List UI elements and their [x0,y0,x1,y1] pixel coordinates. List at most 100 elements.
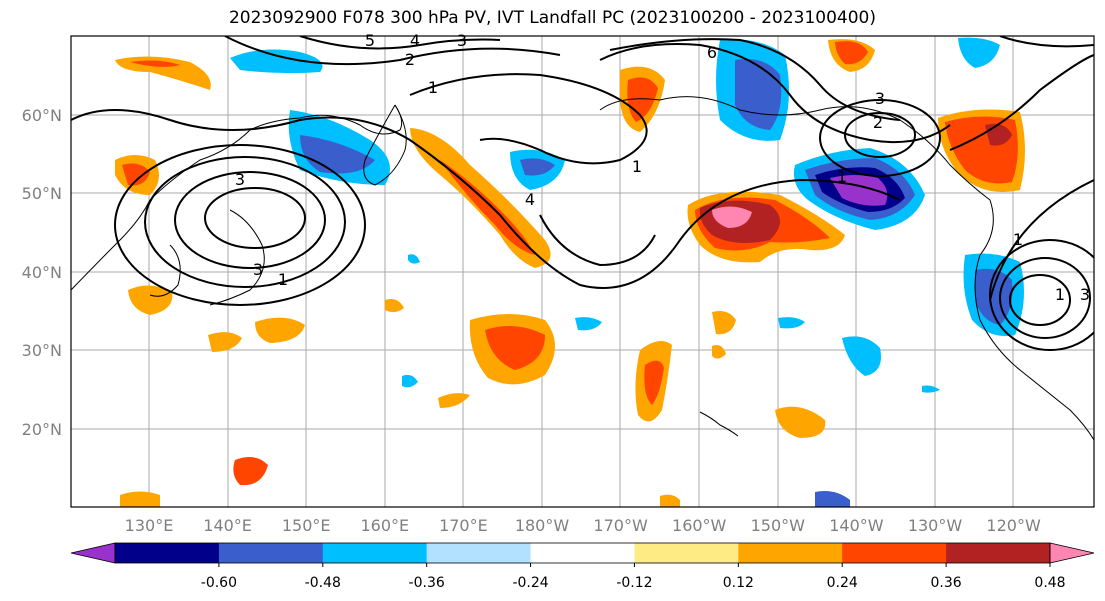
contour-label: 2 [873,113,883,132]
contour-line [539,214,656,267]
latitude-label: 30°N [22,341,62,360]
contour-line [599,43,951,144]
pv-positive-region [115,56,211,90]
pv-positive-region [644,360,664,405]
contour-label: 1 [837,167,847,186]
colorbar-bin [946,543,1051,563]
longitude-label: 140°E [203,516,252,535]
colorbar-bin [218,543,324,563]
latitude-label: 20°N [22,420,62,439]
contour-line [71,109,901,289]
colorbar-tick-label: -0.60 [201,575,237,591]
colorbar [70,542,1095,564]
pv-positive-region [120,491,160,507]
colorbar-tick-label: 0.12 [723,575,754,591]
colorbar-bin [426,543,532,563]
pv-positive-region [440,160,535,255]
colorbar-tick-label: -0.36 [409,575,445,591]
contour-line [989,239,1094,351]
latitude-label: 60°N [22,106,62,125]
longitude-label: 150°E [282,516,331,535]
contour-line [144,156,346,288]
contour-label: 3 [235,170,245,189]
contour-line [999,257,1091,339]
ivt-contours [71,36,1094,351]
latitude-labels: 60°N 50°N 40°N 30°N 20°N [22,106,62,439]
pv-positive-region [712,206,752,228]
pv-negative-region [922,385,940,393]
pv-negative-region [815,491,850,507]
contour-label: 1 [632,157,642,176]
pv-positive-region [255,317,305,343]
longitude-label: 130°W [908,516,963,535]
contour-label: 4 [525,190,535,209]
contour-line [844,112,916,158]
pv-negative-region [842,336,881,376]
pv-positive-region [438,393,470,408]
gridlines [71,36,1094,507]
longitude-label: 170°E [439,516,488,535]
pv-positive-region [128,285,173,315]
pv-negative-region [575,317,602,331]
contour-label: 1 [1055,285,1065,304]
contour-label: 1 [278,270,288,289]
contour-label: 3 [253,260,263,279]
contour-label: 1 [1013,230,1023,249]
contour-line [204,187,306,249]
pv-positive-region [835,41,868,65]
map-frame [70,35,1095,508]
coastline-korea [149,244,181,297]
colorbar-extend-high [1049,542,1095,564]
contour-line [299,36,501,50]
contour-line [1009,274,1071,326]
coastline-asia [71,104,403,291]
contour-label: 2 [405,50,415,69]
pv-negative-region [520,158,555,176]
contour-line [409,73,648,165]
pv-positive-region [775,406,826,438]
latitude-label: 40°N [22,263,62,282]
contour-label: 3 [457,31,467,50]
longitude-label: 150°W [751,516,806,535]
colorbar-tick-label: -0.48 [305,575,341,591]
colorbar-bin [322,543,428,563]
contour-label: 1 [428,78,438,97]
pv-positive-region [122,163,150,186]
colorbar-tick-label: -0.12 [616,575,652,591]
pv-positive-region [130,60,180,67]
longitude-label: 130°E [125,516,174,535]
contour-line [114,144,366,306]
colorbar-tick-label: -0.24 [512,575,548,591]
colorbar-extend-low [70,542,116,564]
pv-negative-region [408,254,420,264]
pv-negative-region [402,374,418,388]
colorbar-tick-label: 0.24 [827,575,858,591]
pv-negative-region [778,317,805,329]
pv-positive-region [712,345,726,359]
longitude-label: 140°W [829,516,884,535]
coastlines [71,96,1094,441]
pv-negative-region [735,59,782,130]
longitude-label: 170°W [593,516,648,535]
longitude-labels: 130°E 140°E 150°E 160°E 170°E 180°W 170°W 160°W… [125,516,1041,535]
contour-line [949,54,1094,151]
colorbar-tick-label: 0.36 [931,575,962,591]
contour-label: 4 [410,31,420,50]
coastline-hawaii [699,411,739,437]
colorbar-bin [115,543,220,563]
map-title: 2023092900 F078 300 hPa PV, IVT Landfall… [228,8,876,28]
pv-negative-region [230,49,323,74]
longitude-label: 180°W [515,516,570,535]
contour-line [999,36,1094,48]
longitude-label: 160°W [672,516,727,535]
coastline-north-america [974,199,1094,441]
colorbar-bin [634,543,739,563]
contour-line [224,36,561,66]
colorbar-bin [738,543,843,563]
contour-line [819,99,941,177]
pv-positive-region [385,299,404,313]
colorbar-ticks: -0.60 -0.48 -0.36 -0.24 -0.12 0.12 0.24 0.36 0.4… [201,563,1066,591]
colorbar-bin [842,543,947,563]
